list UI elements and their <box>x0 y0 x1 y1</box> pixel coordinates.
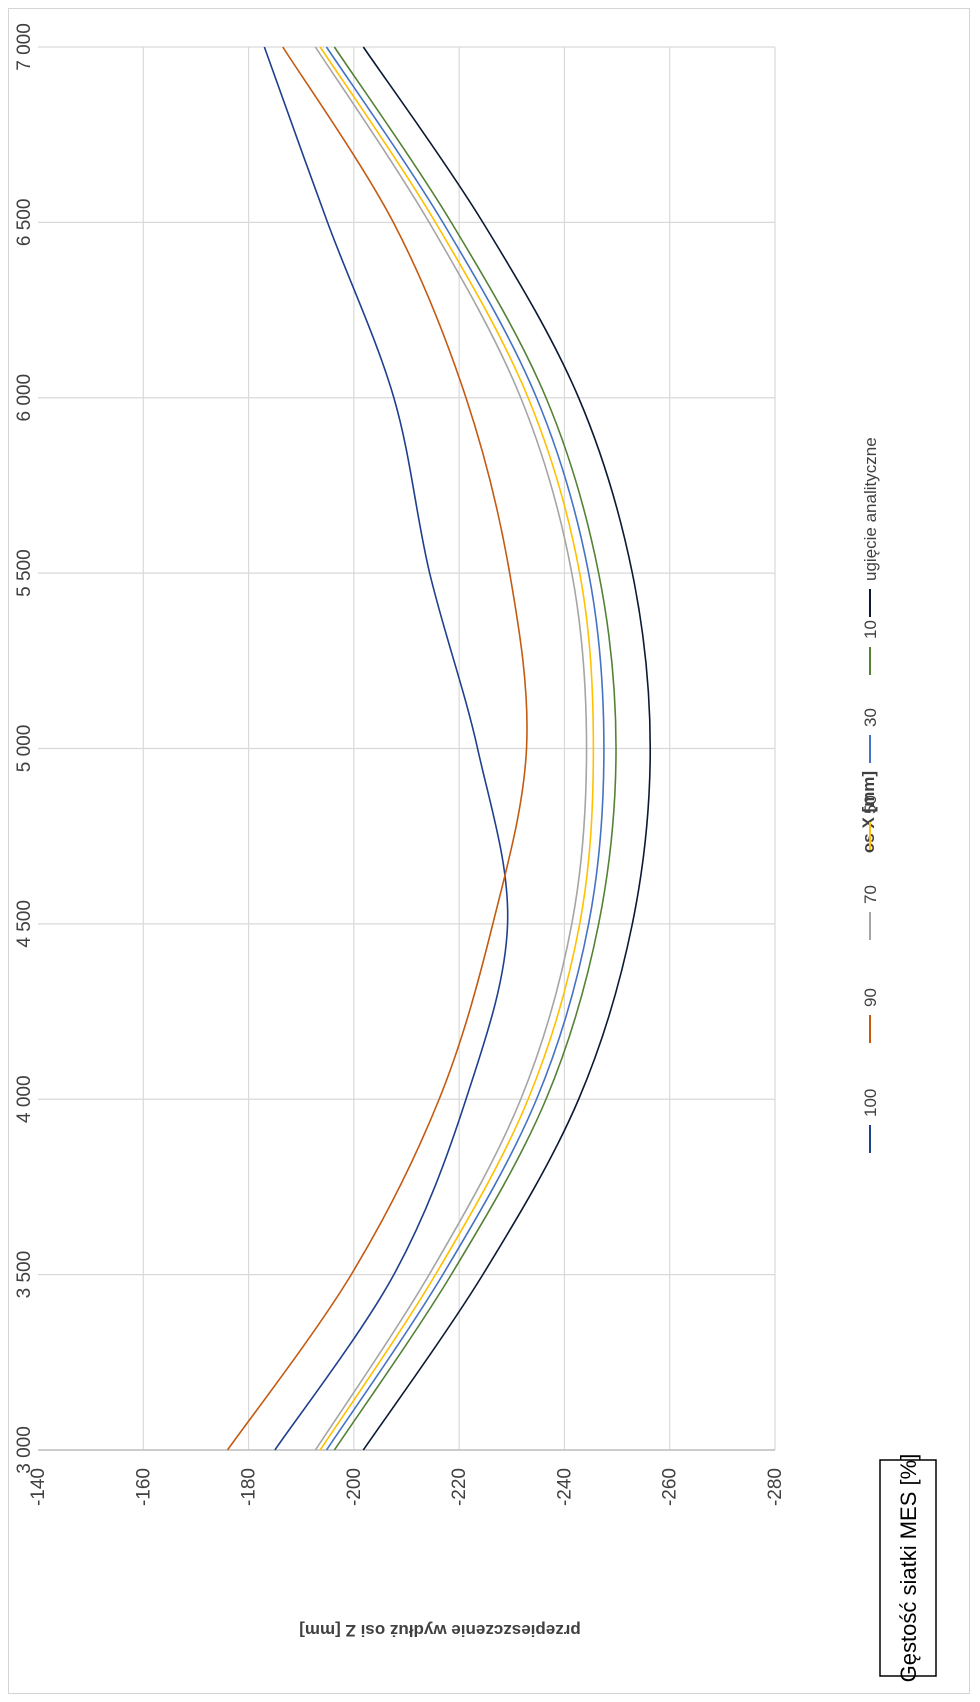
y-tick-labels: -140 -160 -180 -200 -220 -240 -260 -280 <box>28 1468 786 1506</box>
grid-lines <box>38 47 775 1450</box>
legend-label: 10 <box>861 620 880 639</box>
legend-label: 90 <box>861 988 880 1007</box>
x-tick-label: 7 000 <box>14 23 35 71</box>
x-tick-label: 4 500 <box>14 900 35 948</box>
legend-label: 100 <box>861 1089 880 1117</box>
y-axis-title: przepieszczenie wydłuż osi Z [mm] <box>299 1621 581 1640</box>
x-tick-labels: 3 000 3 500 4 000 4 500 5 000 5 500 6 000 6 500… <box>14 23 35 1474</box>
x-tick-label: 3 000 <box>14 1426 35 1474</box>
legend-label: 30 <box>861 708 880 727</box>
x-tick-label: 4 000 <box>14 1075 35 1123</box>
y-tick-label: -260 <box>660 1468 681 1506</box>
x-tick-label: 6 000 <box>14 374 35 422</box>
y-tick-label: -140 <box>28 1468 49 1506</box>
y-tick-label: -280 <box>765 1468 786 1506</box>
y-tick-label: -200 <box>344 1468 365 1506</box>
legend-label: 50 <box>861 795 880 814</box>
y-tick-label: -220 <box>449 1468 470 1506</box>
x-tick-label: 3 500 <box>14 1251 35 1299</box>
y-tick-label: -160 <box>133 1468 154 1506</box>
legend-label: 70 <box>861 885 880 904</box>
x-tick-label: 5 500 <box>14 549 35 597</box>
y-tick-label: -180 <box>239 1468 260 1506</box>
legend-title: Gęstość siatki MES [%] <box>896 1454 921 1683</box>
x-tick-label: 6 500 <box>14 199 35 247</box>
y-tick-label: -240 <box>554 1468 575 1506</box>
legend: 100 90 70 50 30 10 ugięcie analityczne <box>861 437 880 1153</box>
x-tick-label: 5 000 <box>14 725 35 773</box>
legend-label: ugięcie analityczne <box>861 437 880 581</box>
